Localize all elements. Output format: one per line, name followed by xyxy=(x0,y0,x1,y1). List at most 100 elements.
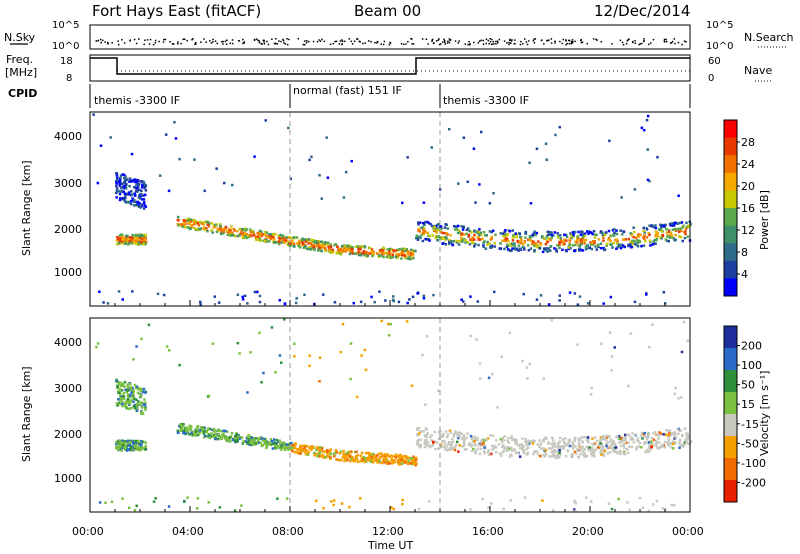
power-cell xyxy=(466,180,469,183)
power-cell xyxy=(300,238,304,242)
power-cell xyxy=(188,221,191,224)
power-cell xyxy=(532,241,536,245)
nsky-point xyxy=(580,39,582,42)
velocity-cell xyxy=(599,439,602,442)
power-cell xyxy=(427,221,431,225)
nsky-point xyxy=(195,42,197,44)
velocity-cell xyxy=(652,432,655,435)
power-cell xyxy=(320,249,323,253)
velocity-cell xyxy=(583,455,586,459)
velocity-cell xyxy=(606,436,609,439)
power-cell xyxy=(448,238,451,242)
power-cell xyxy=(595,233,598,237)
velocity-cell xyxy=(561,438,565,441)
power-cell xyxy=(521,245,524,249)
nsky-point xyxy=(356,38,359,40)
power-cell xyxy=(622,230,626,233)
power-cell xyxy=(651,243,655,246)
power-cell xyxy=(562,240,565,243)
power-cell xyxy=(452,225,456,228)
power-cell xyxy=(640,244,643,248)
power-cell xyxy=(411,253,415,256)
velocity-cell xyxy=(568,444,572,448)
power-cell xyxy=(615,247,618,250)
velocity-cell xyxy=(474,452,477,455)
velocity-cell xyxy=(126,389,129,392)
power-cell xyxy=(624,238,627,241)
velocity-cell xyxy=(455,443,458,447)
velocity-cell xyxy=(128,407,131,410)
velocity-cell xyxy=(144,401,147,404)
nsky-point xyxy=(437,39,440,41)
velocity-cell xyxy=(597,446,600,449)
nsky-tick-top: 10^5 xyxy=(52,20,79,31)
nsky-point xyxy=(358,40,361,43)
velocity-cell xyxy=(557,447,561,451)
nsky-point xyxy=(374,41,376,44)
power-cell xyxy=(137,182,141,186)
power-cell xyxy=(320,240,324,243)
velocity-cell xyxy=(196,430,200,433)
power-cell xyxy=(120,233,124,236)
power-cell xyxy=(569,232,572,235)
power-cell xyxy=(268,233,271,236)
velocity-cell xyxy=(139,448,142,452)
power-cell xyxy=(513,247,516,251)
power-cell xyxy=(401,254,405,257)
nsky-point xyxy=(554,42,556,44)
power-cell xyxy=(122,236,125,239)
power-cell xyxy=(303,238,306,241)
power-cell xyxy=(249,230,252,234)
velocity-cell xyxy=(252,437,255,441)
velocity-cell xyxy=(620,436,623,440)
velocity-cell xyxy=(447,448,450,451)
velocity-cell xyxy=(126,393,130,396)
power-cell xyxy=(445,232,448,235)
power-cell xyxy=(448,242,451,245)
velocity-cell xyxy=(579,438,582,442)
power-cell xyxy=(394,249,398,252)
velocity-cell xyxy=(490,444,494,448)
power-cell xyxy=(660,237,663,240)
velocity-cell xyxy=(119,384,123,388)
velocity-cell xyxy=(478,452,482,456)
power-cell xyxy=(119,239,122,243)
nsearch-label: N.Search xyxy=(744,31,794,44)
velocity-cell xyxy=(562,441,566,444)
nsky-point xyxy=(546,39,548,42)
velocity-cell xyxy=(319,446,322,449)
nsky-point xyxy=(468,41,470,43)
nsky-point xyxy=(344,40,346,43)
power-cell xyxy=(230,225,233,228)
power-cell xyxy=(578,248,581,252)
velocity-cell xyxy=(554,456,557,460)
velocity-cell xyxy=(661,507,665,510)
nsky-point xyxy=(305,41,308,44)
power-cell xyxy=(581,233,585,236)
velocity-cell xyxy=(614,448,617,451)
velocity-cell xyxy=(679,396,683,399)
velocity-cell xyxy=(400,456,403,460)
power-cell xyxy=(414,249,417,253)
velocity-cell xyxy=(376,461,379,464)
nsky-point xyxy=(550,42,553,44)
power-cell xyxy=(123,199,126,202)
power-cell xyxy=(265,231,269,234)
nsky-point xyxy=(625,42,628,45)
power-cell xyxy=(142,240,146,244)
power-cell xyxy=(529,202,533,205)
velocity-cell xyxy=(474,449,478,453)
velocity-cell xyxy=(250,442,253,445)
power-cell xyxy=(244,235,247,238)
power-cell xyxy=(646,178,650,182)
power-cell xyxy=(536,243,540,247)
power-cell xyxy=(138,235,142,238)
nsky-point xyxy=(448,41,451,44)
velocity-cell xyxy=(552,443,555,447)
power-cell xyxy=(660,229,663,233)
power-cell xyxy=(664,223,667,227)
power-cell xyxy=(303,293,306,297)
velocity-cell xyxy=(124,388,127,392)
power-cell xyxy=(474,201,477,204)
colorbar-tick-label: 4 xyxy=(741,268,748,281)
